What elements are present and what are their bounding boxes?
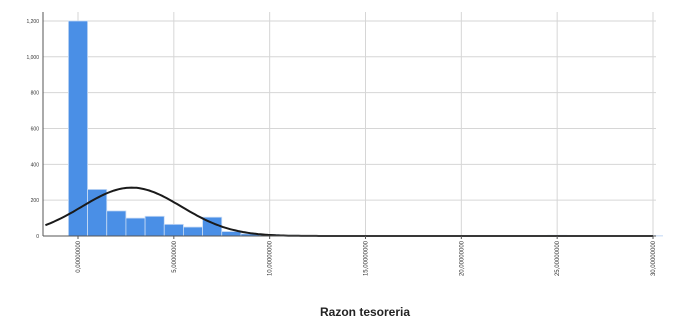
y-tick-label: 1,200 xyxy=(26,19,39,25)
x-tick-label: 30,00000000 xyxy=(651,240,657,276)
histogram-bar xyxy=(106,210,127,237)
grid-lines xyxy=(43,12,656,236)
histogram-bar xyxy=(87,189,108,237)
x-tick-label: 0,00000000 xyxy=(76,240,82,272)
y-tick-label: 1,000 xyxy=(26,55,39,61)
histogram-bar xyxy=(125,217,146,237)
y-axis-ticks: 0 200 400 600 800 1,000 1,200 xyxy=(26,19,39,240)
y-tick-label: 0 xyxy=(36,234,39,240)
axes xyxy=(42,12,656,237)
x-axis-title: Razon tesoreria xyxy=(320,305,410,319)
y-tick-label: 600 xyxy=(31,126,40,132)
x-tick-label: 5,00000000 xyxy=(172,240,178,272)
y-tick-label: 200 xyxy=(31,198,40,204)
histogram-bar xyxy=(163,223,184,237)
y-tick-label: 800 xyxy=(31,91,40,97)
histogram-bar xyxy=(144,215,165,237)
histogram-bar xyxy=(221,231,242,237)
histogram-bar xyxy=(183,226,203,237)
x-tick-label: 25,00000000 xyxy=(555,240,561,276)
y-tick-label: 400 xyxy=(31,162,40,168)
x-tick-label: 15,00000000 xyxy=(364,240,370,276)
histogram-bar xyxy=(68,20,88,237)
x-tick-label: 20,00000000 xyxy=(459,240,465,276)
x-axis-ticks: 0,00000000 5,00000000 10,00000000 15,000000… xyxy=(76,236,657,276)
x-tick-label: 10,00000000 xyxy=(268,240,274,276)
